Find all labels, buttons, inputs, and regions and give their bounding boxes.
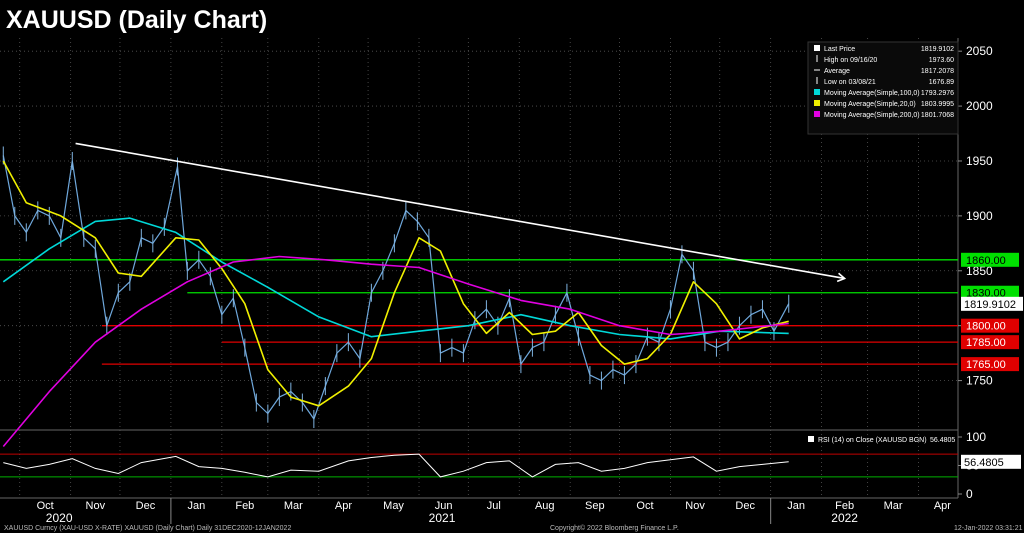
- price-series: [2, 146, 790, 448]
- level-tag: [961, 357, 1019, 372]
- price-y-axis: 2050200019501900185018001750: [958, 44, 993, 388]
- footer-right: 12-Jan-2022 03:31:21: [954, 525, 1023, 532]
- legend-label: Moving Average(Simple,20,0): [824, 101, 916, 108]
- rsi-tick-label: 100: [966, 430, 986, 444]
- legend-value: 1819.9102: [921, 46, 954, 53]
- legend-label: Moving Average(Simple,200,0): [824, 112, 920, 119]
- level-tag: [961, 335, 1019, 350]
- trendline: [75, 142, 845, 280]
- x-tick-label: Nov: [685, 500, 705, 512]
- x-tick-label: Feb: [835, 500, 854, 512]
- price-tags: 1860.00 1830.00 1800.00 1785.00 1765.00 1819.…: [961, 252, 1023, 372]
- legend-value: 1793.2976: [921, 90, 954, 97]
- x-year-label: 2022: [831, 511, 858, 525]
- legend: Last Price 1819.9102 High on 09/16/20 1973.…: [807, 41, 959, 135]
- x-year-label: 2020: [46, 511, 73, 525]
- rsi-value-tag: [961, 454, 1021, 469]
- level-tag-label: 1830.00: [966, 288, 1006, 300]
- x-tick-label: Aug: [535, 500, 555, 512]
- legend-entries: Last Price 1819.9102 High on 09/16/20 1973.…: [814, 45, 954, 119]
- chart-title: XAUUSD (Daily Chart): [6, 6, 267, 34]
- rsi-line: [3, 453, 789, 478]
- x-tick-label: Mar: [884, 500, 903, 512]
- rsi-legend-label: RSI (14) on Close (XAUUSD BGN): [818, 437, 927, 444]
- legend-label: Last Price: [824, 46, 855, 53]
- x-tick-label: Apr: [335, 500, 352, 512]
- legend-value: 1803.9995: [921, 101, 954, 108]
- date-x-axis: Oct Nov Dec Jan Feb Mar Apr May Jun Jul Aug Sep Oct N…: [37, 498, 951, 525]
- legend-swatch: [814, 45, 820, 51]
- x-tick-label: Nov: [86, 500, 106, 512]
- level-tag-label: 1860.00: [966, 255, 1006, 267]
- x-tick-label: Oct: [37, 500, 54, 512]
- footer-left: XAUUSD Curncy (XAU-USD X-RATE) XAUUSD (D…: [4, 525, 291, 532]
- rsi-legend-swatch: [808, 436, 814, 442]
- rsi-legend: RSI (14) on Close (XAUUSD BGN) 56.4805: [808, 436, 955, 444]
- legend-value: 1973.60: [929, 57, 954, 64]
- legend-box: [807, 41, 959, 135]
- legend-swatch: [814, 89, 820, 95]
- x-tick-label: Feb: [235, 500, 254, 512]
- support-resistance-levels: [0, 259, 958, 365]
- moving-average-line: [2, 255, 789, 448]
- legend-swatch: [814, 111, 820, 117]
- x-tick-label: Sep: [585, 500, 605, 512]
- y-tick-label: 2050: [966, 44, 993, 58]
- rsi-value-tag-label: 56.4805: [964, 457, 1004, 469]
- x-tick-label: Jan: [787, 500, 805, 512]
- legend-value: 1801.7068: [921, 112, 954, 119]
- level-tag-label: 1765.00: [966, 359, 1006, 371]
- legend-label: Average: [824, 68, 850, 75]
- x-year-label: 2021: [429, 511, 456, 525]
- level-tag: [961, 318, 1019, 333]
- x-tick-label: May: [383, 500, 404, 512]
- level-tag-label: 1800.00: [966, 321, 1006, 333]
- y-tick-label: 1900: [966, 209, 993, 223]
- x-tick-label: Mar: [284, 500, 303, 512]
- trendline-group: [75, 142, 847, 283]
- x-tick-label: Jan: [187, 500, 205, 512]
- moving-average-line: [2, 160, 789, 407]
- x-tick-label: Jun: [435, 500, 453, 512]
- legend-label: High on 09/16/20: [824, 57, 877, 64]
- level-tag: [961, 252, 1019, 267]
- x-tick-label: Dec: [735, 500, 755, 512]
- x-tick-label: Jul: [487, 500, 501, 512]
- legend-value: 1817.2078: [921, 68, 954, 75]
- last-price-tag: [961, 296, 1023, 311]
- y-tick-label: 1750: [966, 374, 993, 388]
- legend-label: Low on 03/08/21: [824, 79, 876, 86]
- level-tag: [961, 285, 1019, 300]
- rsi-series: 56.4805: [3, 453, 1021, 478]
- legend-label: Moving Average(Simple,100,0): [824, 90, 920, 97]
- x-tick-label: Apr: [934, 500, 951, 512]
- level-tag-label: 1785.00: [966, 337, 1006, 349]
- y-tick-label: 2000: [966, 99, 993, 113]
- x-tick-label: Dec: [136, 500, 156, 512]
- last-price-tag-label: 1819.9102: [964, 299, 1016, 311]
- x-tick-label: Oct: [636, 500, 653, 512]
- legend-value: 1676.89: [929, 79, 954, 86]
- y-tick-label: 1950: [966, 154, 993, 168]
- rsi-legend-value: 56.4805: [930, 437, 955, 444]
- trendline-arrow: [836, 272, 847, 283]
- price-panel-grid: [0, 38, 959, 499]
- rsi-tick-label: 0: [966, 487, 973, 501]
- y-tick-label: 1850: [966, 264, 993, 278]
- moving-average-line: [2, 217, 789, 340]
- legend-swatch: [814, 100, 820, 106]
- footer-center: Copyright© 2022 Bloomberg Finance L.P.: [550, 524, 679, 532]
